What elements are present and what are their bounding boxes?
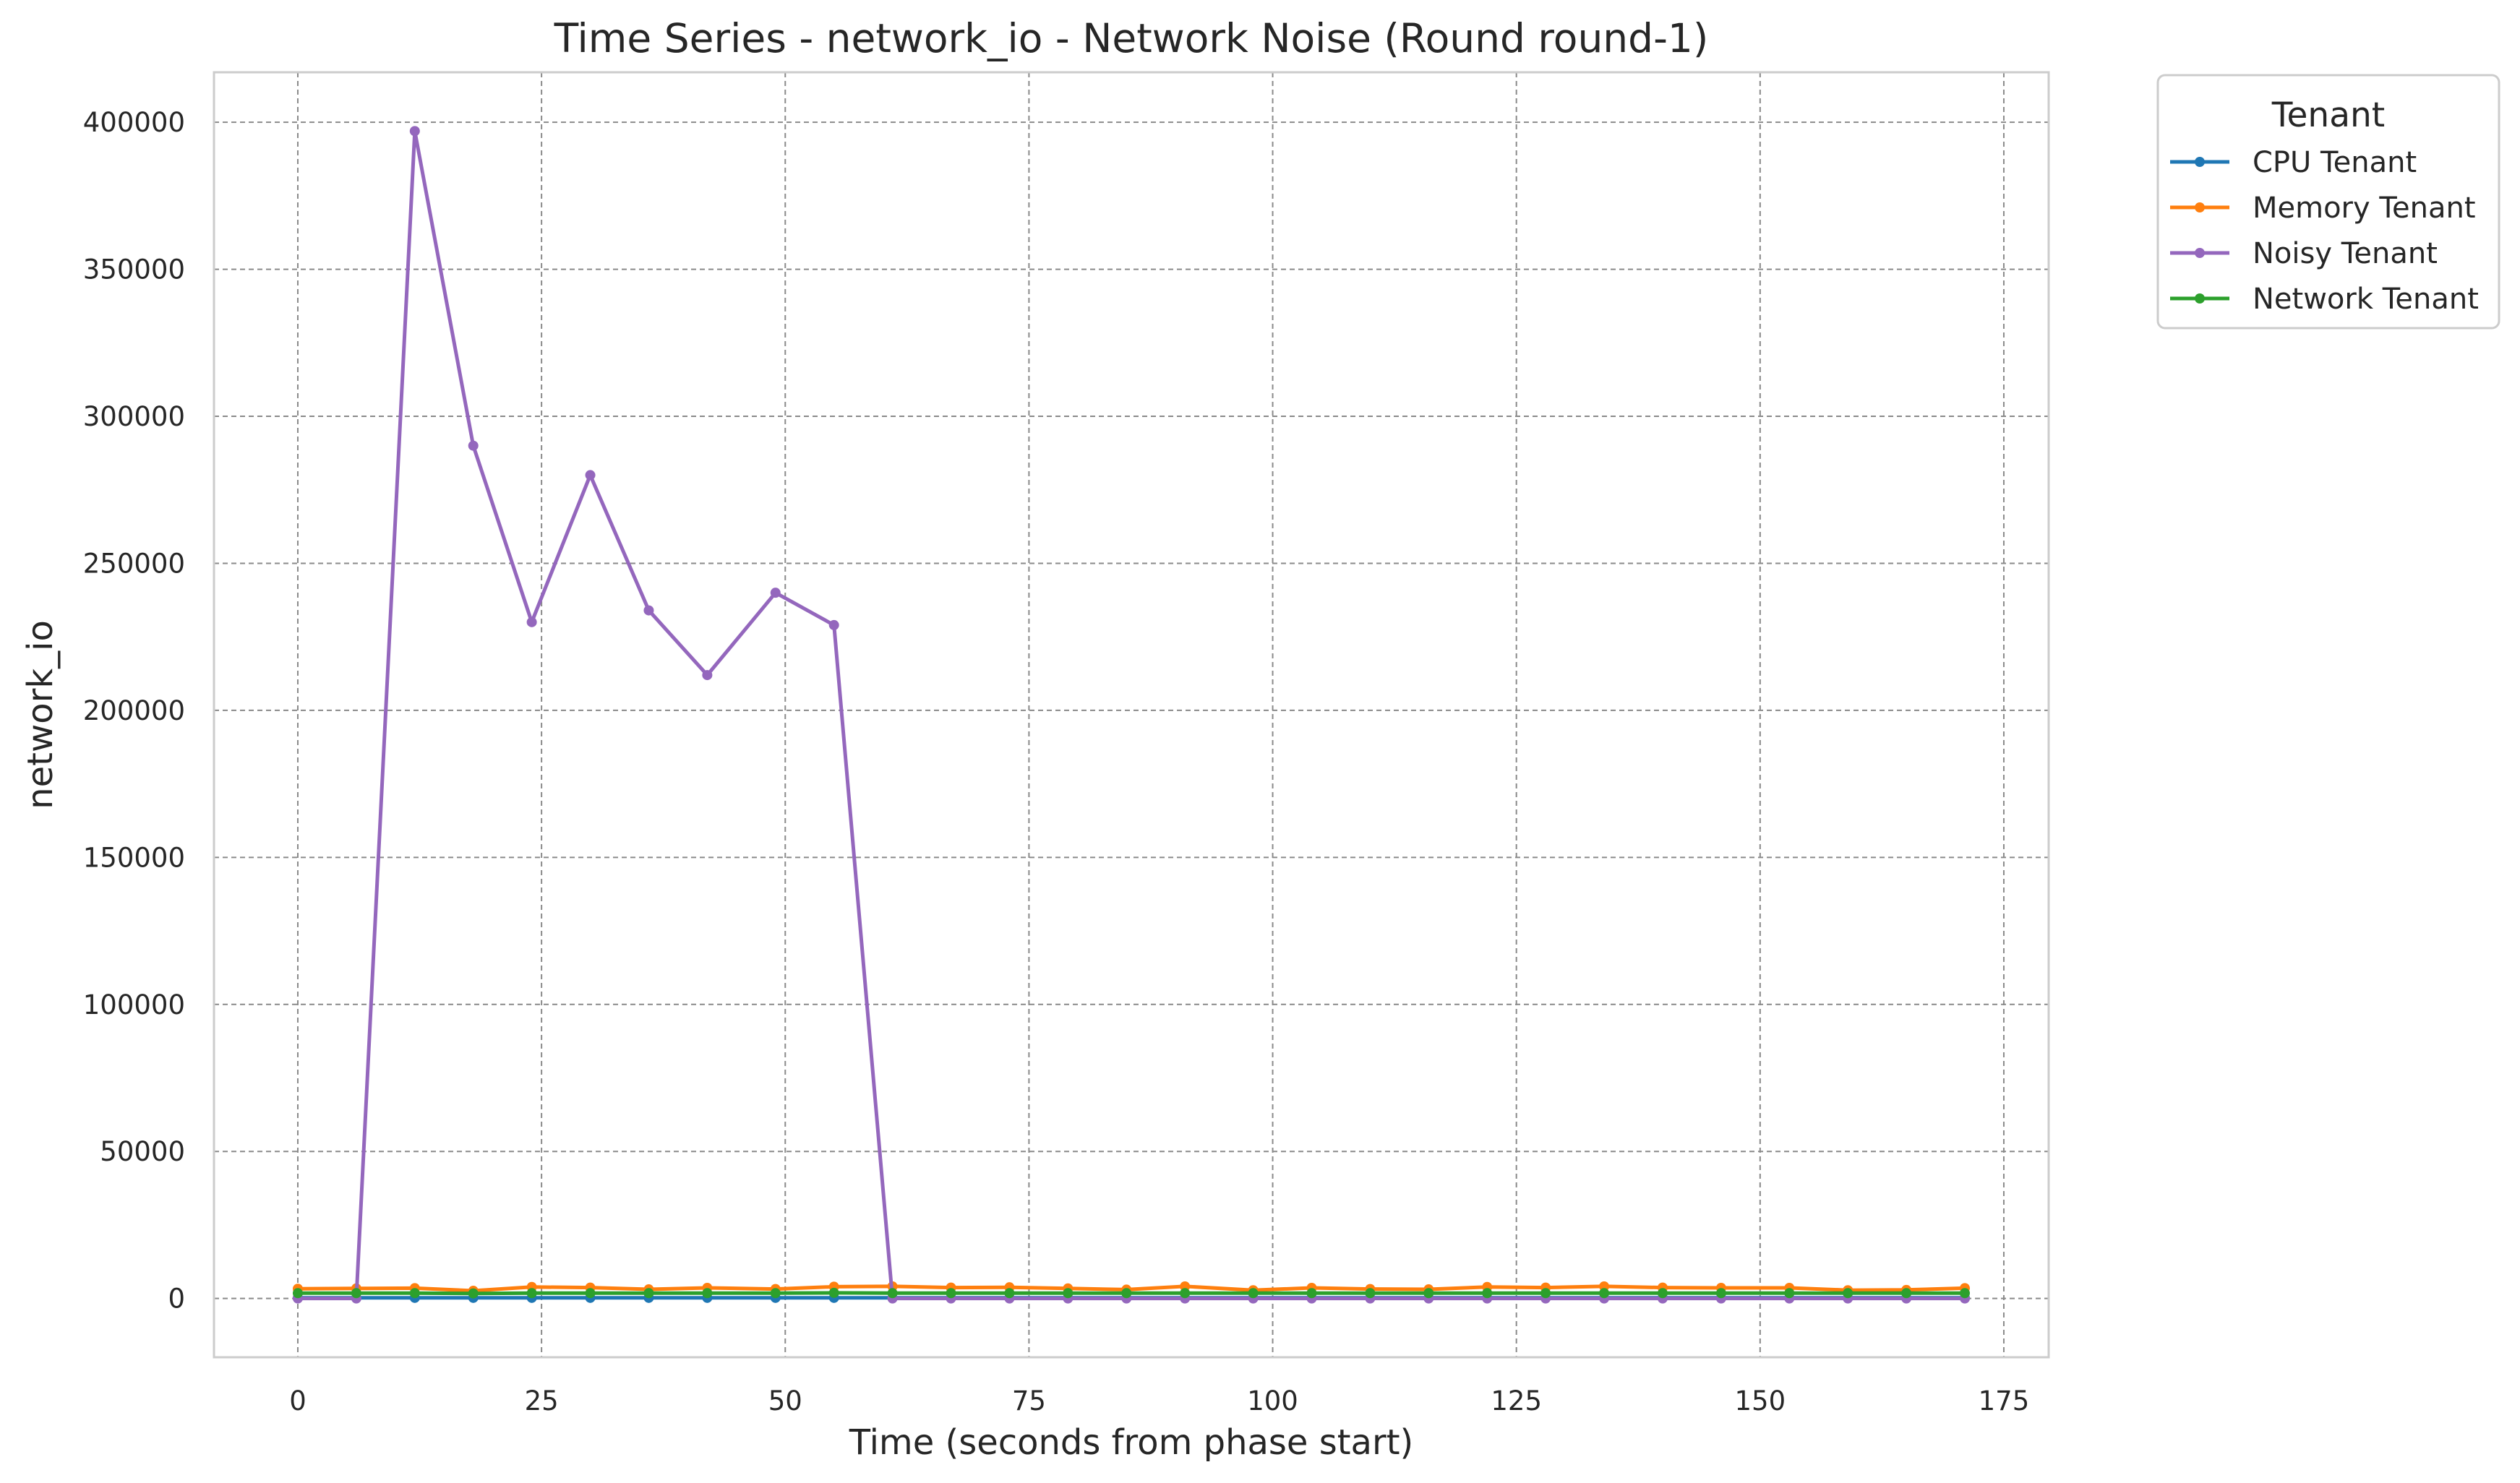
legend-swatch-marker (2195, 293, 2205, 304)
data-point (702, 1288, 713, 1299)
data-point (1365, 1288, 1376, 1299)
y-tick-label: 50000 (100, 1136, 185, 1167)
legend-label: Network Tenant (2253, 283, 2479, 316)
data-point (1960, 1288, 1971, 1299)
legend-swatch-marker (2195, 202, 2205, 212)
series (292, 126, 1971, 1304)
legend-items: CPU Tenant Memory Tenant Noisy Tenant Netwo… (2170, 146, 2479, 316)
data-point (1063, 1288, 1073, 1299)
y-tick-label: 250000 (83, 548, 185, 579)
data-point (1540, 1288, 1551, 1299)
data-point (1715, 1288, 1726, 1299)
y-tick-label: 300000 (83, 401, 185, 432)
data-point (1248, 1288, 1259, 1299)
y-tick-label: 100000 (83, 989, 185, 1020)
data-point (1423, 1288, 1434, 1299)
data-point (643, 1288, 654, 1299)
legend-label: Noisy Tenant (2253, 237, 2438, 270)
data-point (1004, 1288, 1015, 1299)
legend-swatch-marker (2195, 157, 2205, 167)
legend-item-network-tenant: Network Tenant (2170, 283, 2479, 316)
x-tick-label: 125 (1491, 1385, 1542, 1417)
y-tick-label: 350000 (83, 254, 185, 285)
data-point (946, 1288, 956, 1299)
data-point (1121, 1288, 1132, 1299)
y-axis-title: network_io (20, 620, 61, 809)
legend-frame (2156, 74, 2500, 330)
data-point (770, 588, 781, 598)
data-point (585, 1288, 596, 1299)
data-point (828, 619, 839, 630)
data-point (468, 440, 479, 451)
data-point (702, 670, 713, 681)
data-point (468, 1288, 479, 1299)
legend-label: Memory Tenant (2253, 192, 2476, 225)
legend-item-noisy-tenant: Noisy Tenant (2170, 237, 2438, 270)
data-point (1901, 1288, 1912, 1299)
x-tick-label: 100 (1247, 1385, 1298, 1417)
data-point (351, 1288, 361, 1299)
data-point (1306, 1288, 1317, 1299)
x-axis-title: Time (seconds from phase start) (849, 1422, 1414, 1463)
x-tick-label: 75 (1012, 1385, 1046, 1417)
data-point (1180, 1288, 1191, 1299)
legend-swatch-marker (2195, 248, 2205, 258)
data-point (828, 1287, 839, 1298)
legend-item-memory-tenant: Memory Tenant (2170, 192, 2476, 225)
y-tick-label: 150000 (83, 842, 185, 873)
x-tick-label: 175 (1979, 1385, 2030, 1417)
data-point (1657, 1288, 1668, 1299)
data-point (526, 1288, 537, 1299)
legend: Tenant CPU Tenant Memory Tenant Noisy Tena… (2156, 74, 2500, 330)
data-point (526, 616, 537, 627)
x-tick-label: 150 (1735, 1385, 1786, 1417)
y-tick-label: 400000 (83, 107, 185, 138)
data-point (409, 1288, 420, 1299)
legend-label: CPU Tenant (2253, 146, 2417, 179)
legend-item-cpu-tenant: CPU Tenant (2170, 146, 2417, 179)
data-point (1784, 1288, 1795, 1299)
data-point (1482, 1288, 1493, 1299)
data-point (409, 126, 420, 137)
y-tick-label: 200000 (83, 695, 185, 726)
data-point (585, 470, 596, 481)
data-point (643, 605, 654, 616)
x-tick-labels: 0 25 50 75 100 125 150 175 (289, 1385, 2029, 1417)
data-point (1599, 1288, 1610, 1299)
legend-title: Tenant (2271, 95, 2385, 135)
x-tick-label: 0 (289, 1385, 307, 1417)
data-point (887, 1288, 898, 1299)
data-point (770, 1288, 781, 1299)
chart-title: Time Series - network_io - Network Noise… (554, 15, 1709, 61)
x-tick-label: 25 (525, 1385, 559, 1417)
data-point (292, 1288, 303, 1299)
plot-frame (213, 71, 2050, 1359)
y-tick-labels: 0 50000 100000 150000 200000 250000 300000 3500… (83, 107, 185, 1314)
y-tick-label: 0 (168, 1284, 185, 1315)
series-network-tenant (292, 1287, 1971, 1299)
x-tick-label: 50 (768, 1385, 802, 1417)
data-point (1843, 1288, 1853, 1299)
